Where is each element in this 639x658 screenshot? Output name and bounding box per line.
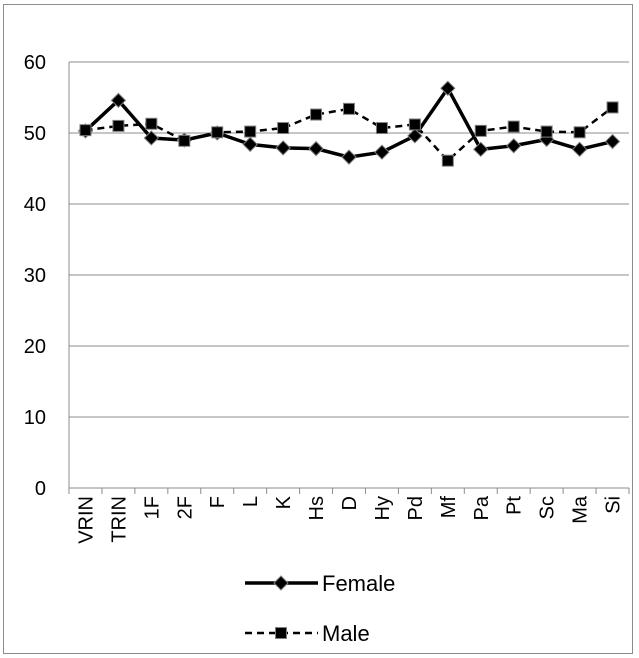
y-tick-label: 40 [24, 194, 46, 216]
x-tick-label: Si [603, 496, 625, 514]
y-tick-labels: 0 10 20 30 40 50 60 [24, 52, 46, 500]
data-point-male [79, 124, 92, 137]
y-tick-label: 60 [24, 52, 46, 74]
x-tick-label: 2F [174, 496, 196, 519]
x-tick-label: TRIN [108, 496, 130, 543]
data-point-male [178, 134, 191, 147]
y-tick-label: 20 [24, 336, 46, 358]
x-tick-label: F [207, 496, 229, 508]
x-tick-label: D [339, 496, 361, 510]
data-point-male [474, 124, 487, 137]
y-tick-label: 30 [24, 265, 46, 287]
x-tick-label: Pt [504, 496, 526, 515]
data-point-female [571, 141, 588, 158]
data-point-male [573, 126, 586, 139]
x-tick-label: L [240, 496, 262, 507]
x-tick-label: Ma [570, 495, 592, 524]
y-tick-label: 10 [24, 407, 46, 429]
x-tick-label: Hy [372, 496, 394, 520]
data-point-male [540, 125, 553, 138]
data-point-male [145, 117, 158, 130]
data-point-female [505, 138, 522, 154]
series-line-male [85, 106, 614, 162]
x-tick-label: Mf [438, 496, 460, 519]
series-female [77, 80, 621, 165]
legend-label: Male [322, 621, 370, 646]
legend-entry-female: Female [245, 571, 395, 596]
data-point-male [375, 122, 388, 135]
data-point-female [143, 130, 160, 146]
x-tick-labels: VRIN TRIN 1F 2F F L K Hs D Hy Pd Mf Pa Pt Sc Ma Si [75, 495, 624, 544]
x-tick-label: Pa [471, 495, 493, 520]
x-tick-label: VRIN [75, 496, 97, 544]
x-tick-label: 1F [141, 496, 163, 519]
series-male [79, 101, 619, 167]
x-tick-label: Pd [405, 496, 427, 520]
y-tick-label: 0 [35, 478, 46, 500]
x-tick-label: Sc [537, 496, 559, 519]
data-point-female [308, 140, 324, 157]
x-tick-label: Hs [306, 496, 328, 520]
data-point-male [441, 154, 454, 167]
data-point-male [507, 120, 520, 133]
data-point-male [606, 101, 619, 114]
data-point-female [242, 136, 258, 153]
axes [68, 62, 630, 494]
data-point-female [341, 149, 357, 165]
data-point-male [211, 126, 224, 139]
data-point-female [604, 133, 621, 150]
y-tick-label: 50 [24, 123, 46, 145]
data-point-female [407, 128, 423, 144]
data-point-male [310, 108, 323, 121]
data-point-male [408, 118, 421, 131]
series [77, 80, 621, 167]
legend-marker [273, 575, 289, 591]
series-line-female [84, 86, 613, 159]
legend-marker [275, 627, 287, 639]
data-point-male [112, 119, 125, 132]
x-tick-label: K [273, 495, 295, 509]
data-point-female [110, 92, 127, 109]
data-point-male [343, 102, 355, 115]
data-point-female [473, 141, 489, 158]
data-point-female [440, 80, 456, 96]
legend-label: Female [322, 571, 395, 596]
legend: Female Male [245, 571, 395, 646]
data-point-female [374, 144, 390, 160]
data-point-female [275, 140, 291, 156]
data-point-male [244, 125, 257, 138]
legend-entry-male: Male [245, 621, 370, 646]
gridlines [69, 61, 629, 418]
data-point-male [277, 122, 290, 135]
